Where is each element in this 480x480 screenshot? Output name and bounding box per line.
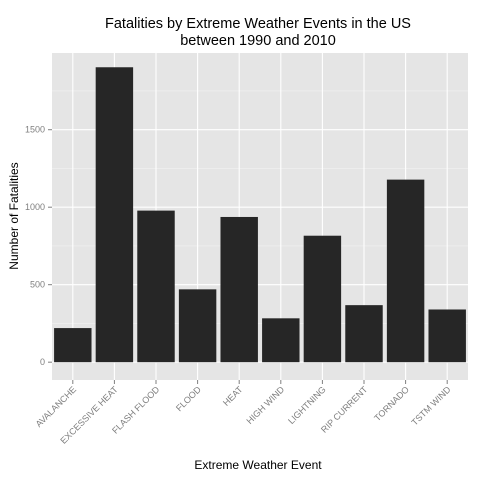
bar-excessive-heat: [95, 67, 134, 363]
x-tick-label: LIGHTNING: [286, 384, 328, 426]
bar-lightning: [303, 235, 342, 363]
chart-title-line-2: between 1990 and 2010: [180, 33, 336, 49]
bar-rip-current: [345, 305, 383, 363]
y-axis-title: Number of Fatalities: [7, 162, 21, 269]
y-tick-label: 1000: [25, 202, 45, 212]
bar-flood: [178, 289, 217, 363]
bar-tornado: [386, 179, 425, 363]
y-tick-label: 0: [40, 357, 45, 367]
bar-avalanche: [54, 328, 92, 363]
bar-tstm-wind: [428, 309, 466, 363]
y-axis-ticks: 0 500 1000 1500: [25, 125, 52, 367]
chart-title-line-1: Fatalities by Extreme Weather Events in …: [105, 16, 411, 32]
x-tick-label: FLOOD: [174, 384, 203, 413]
x-axis-title: Extreme Weather Event: [194, 458, 322, 472]
bar-heat: [220, 216, 258, 363]
x-tick-label: HEAT: [221, 384, 245, 408]
bar-flash-flood: [137, 210, 175, 363]
bars: [54, 67, 466, 363]
bar-high-wind: [262, 318, 300, 363]
x-tick-label: HIGH WIND: [244, 384, 286, 426]
y-tick-label: 500: [30, 280, 45, 290]
x-tick-label: AVALANCHE: [34, 384, 79, 429]
y-tick-label: 1500: [25, 125, 45, 135]
x-tick-label: TSTM WIND: [409, 384, 452, 427]
x-tick-label: TORNADO: [372, 384, 411, 423]
